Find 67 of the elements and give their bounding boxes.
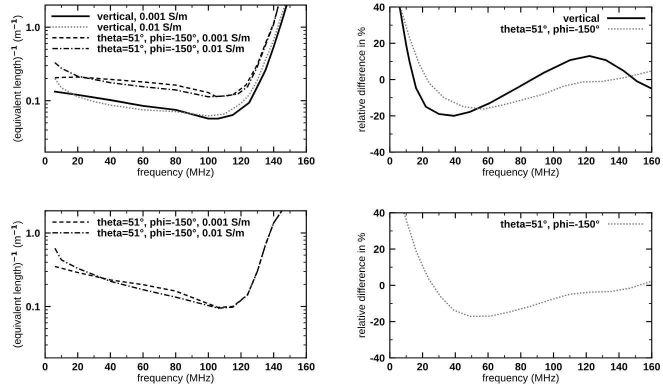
- x-tick-label: 100: [200, 363, 217, 370]
- legend-label: theta=51°, phi=-150°, 0.01 S/m: [97, 228, 244, 239]
- y-tick-label: 0.1: [26, 97, 40, 105]
- x-tick-label: 80: [515, 363, 526, 370]
- x-tick-label: 80: [515, 157, 526, 165]
- legend-label: theta=51°, phi=-150°, 0.01 S/m: [97, 44, 244, 54]
- legend-label: theta=51°, phi=-150°, 0.001 S/m: [97, 218, 250, 228]
- x-tick-label: 140: [610, 157, 628, 165]
- y-axis-title: (equivalent length)$^{−1}$ (m$^{−1}$): [11, 221, 23, 348]
- x-tick-label: 120: [578, 157, 595, 165]
- y-axis-title: (equivalent length)$^{−1}$ (m$^{−1}$): [11, 16, 23, 142]
- y-tick-label: 1.0: [26, 24, 40, 32]
- x-tick-label: 140: [266, 157, 282, 165]
- x-tick-label: 0: [387, 363, 392, 370]
- x-tick-label: 60: [138, 157, 148, 165]
- x-tick-label: 160: [644, 363, 660, 370]
- y-tick-label: 1.0: [26, 229, 40, 237]
- legend-label: theta=51°, phi=-150°, 0.001 S/m: [97, 34, 250, 44]
- legend-label: theta=51°, phi=-150°: [500, 220, 600, 230]
- legend-label: vertical, 0.01 S/m: [97, 23, 182, 32]
- y-tick-label: -20: [370, 112, 385, 120]
- x-tick-label: 100: [545, 363, 562, 370]
- x-axis-title: frequency (MHz): [137, 374, 214, 384]
- x-tick-label: 80: [170, 157, 182, 165]
- y-tick-label: 0: [380, 76, 385, 84]
- x-tick-label: 120: [578, 363, 595, 370]
- x-tick-label: 120: [232, 157, 250, 165]
- x-tick-label: 20: [72, 363, 84, 370]
- x-tick-label: 120: [232, 363, 250, 370]
- y-tick-label: -40: [370, 354, 385, 362]
- x-tick-label: 140: [266, 363, 282, 370]
- x-axis-title: frequency (MHz): [137, 168, 214, 178]
- x-tick-label: 0: [42, 157, 48, 165]
- x-tick-label: 60: [482, 363, 494, 370]
- y-tick-label: 0: [380, 282, 385, 290]
- x-axis-title: frequency (MHz): [482, 168, 559, 178]
- x-tick-label: 60: [138, 363, 148, 370]
- x-tick-label: 100: [200, 157, 217, 165]
- y-axis-title: relative difference in %: [357, 27, 366, 132]
- y-tick-label: -40: [370, 148, 385, 156]
- x-axis-title: frequency (MHz): [482, 374, 559, 384]
- x-tick-label: 40: [104, 363, 116, 370]
- y-tick-label: 20: [374, 246, 385, 253]
- legend-label: vertical, 0.001 S/m: [97, 12, 187, 22]
- legend-label: theta=51°, phi=-150°: [500, 25, 600, 35]
- x-tick-label: 20: [417, 157, 428, 165]
- x-tick-label: 160: [298, 157, 315, 165]
- y-tick-label: -20: [370, 318, 385, 326]
- x-tick-label: 0: [387, 157, 392, 165]
- y-tick-label: 40: [374, 4, 385, 11]
- x-tick-label: 60: [482, 157, 494, 165]
- x-tick-label: 80: [170, 363, 182, 370]
- x-tick-label: 160: [644, 157, 660, 165]
- x-tick-label: 100: [545, 157, 562, 165]
- x-tick-label: 20: [417, 363, 428, 370]
- legend-label: vertical: [563, 14, 599, 22]
- x-tick-label: 20: [72, 157, 84, 165]
- x-tick-label: 40: [450, 363, 461, 370]
- y-tick-label: 0.1: [26, 302, 40, 310]
- x-tick-label: 0: [42, 363, 48, 370]
- x-tick-label: 40: [104, 157, 116, 165]
- y-axis-title: relative difference in %: [357, 233, 366, 338]
- y-tick-label: 20: [374, 40, 385, 48]
- y-tick-label: 40: [374, 209, 385, 217]
- x-tick-label: 160: [298, 363, 315, 370]
- x-tick-label: 140: [610, 363, 628, 370]
- x-tick-label: 40: [450, 157, 461, 165]
